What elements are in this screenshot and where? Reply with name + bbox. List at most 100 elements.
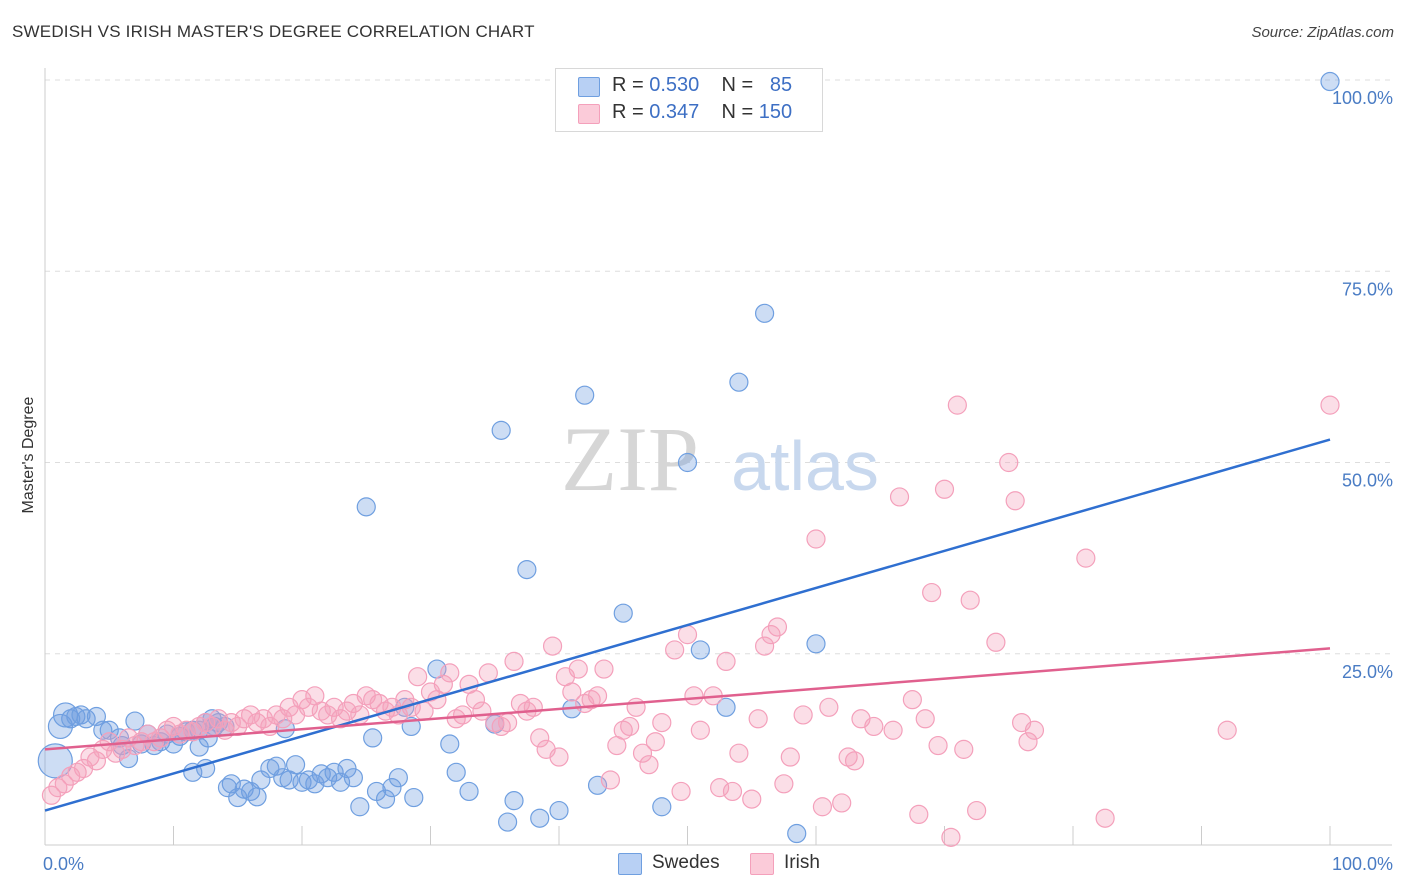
point-irish-33: [253, 709, 274, 729]
point-swedes-87: [806, 634, 826, 654]
point-swedes-75: [549, 800, 569, 821]
point-irish-71: [498, 712, 518, 733]
point-irish-31: [241, 705, 261, 725]
point-irish-127: [922, 582, 942, 603]
point-swedes-38: [247, 787, 267, 807]
point-swedes-41: [266, 756, 286, 776]
point-swedes-70: [491, 420, 511, 440]
point-irish-43: [318, 705, 338, 725]
tick-labels: 25.0% 50.0% 75.0% 100.0% 0.0% 100.0%: [43, 88, 1393, 874]
point-irish-97: [671, 781, 691, 802]
data-points: [37, 71, 1340, 847]
point-swedes-8: [93, 720, 113, 740]
point-swedes-5: [71, 705, 91, 725]
point-irish-94: [645, 732, 665, 752]
point-irish-57: [408, 667, 428, 687]
legend-r-label: R =: [612, 74, 650, 96]
point-swedes-0: [37, 743, 73, 779]
point-irish-138: [1018, 732, 1038, 752]
point-irish-7: [86, 751, 107, 771]
point-swedes-64: [404, 787, 424, 808]
point-swedes-50: [318, 768, 338, 788]
point-irish-126: [915, 709, 935, 729]
source-label: Source: ZipAtlas.com: [1251, 24, 1394, 41]
point-irish-144: [934, 479, 955, 499]
legend-swatch-irish: [578, 104, 600, 124]
point-irish-19: [163, 716, 184, 737]
point-irish-119: [844, 751, 865, 771]
point-irish-68: [478, 663, 498, 683]
point-irish-107: [748, 709, 768, 729]
point-irish-113: [793, 705, 813, 725]
legend-n-value: 150: [758, 101, 793, 123]
trend-line-swedes: [44, 438, 1331, 812]
point-irish-136: [1005, 491, 1025, 511]
point-irish-124: [902, 690, 922, 710]
point-swedes-67: [446, 762, 466, 782]
point-swedes-79: [613, 603, 633, 623]
point-swedes-72: [504, 791, 524, 811]
point-swedes-61: [388, 768, 408, 788]
chart-title: SWEDISH VS IRISH MASTER'S DEGREE CORRELA…: [12, 22, 535, 41]
legend-swatch-swedes: [578, 77, 600, 97]
point-irish-95: [652, 712, 672, 733]
watermark: ZIP atlas: [561, 408, 879, 510]
point-irish-93: [639, 755, 659, 775]
point-irish-116: [819, 697, 839, 717]
y-axis-label: Master's Degree: [20, 396, 37, 513]
x-tick-label-1: 100.0%: [1332, 854, 1393, 874]
point-irish-91: [626, 697, 646, 717]
trend-line-irish: [44, 647, 1331, 751]
point-swedes-77: [575, 385, 595, 405]
point-irish-100: [690, 720, 710, 740]
point-swedes-33: [217, 778, 238, 798]
point-irish-117: [832, 793, 852, 813]
point-irish-108: [754, 636, 775, 656]
point-swedes-88: [1320, 71, 1340, 92]
point-swedes-59: [375, 789, 396, 809]
point-irish-61: [433, 674, 453, 694]
point-irish-139: [1024, 720, 1045, 740]
bottom-legend-label-swedes: Swedes: [652, 852, 720, 873]
point-irish-131: [954, 739, 974, 759]
point-irish-72: [504, 651, 524, 672]
point-irish-86: [594, 659, 614, 679]
point-irish-125: [909, 804, 929, 825]
point-irish-0: [41, 785, 62, 805]
point-irish-17: [151, 728, 171, 748]
point-irish-96: [665, 640, 685, 660]
point-irish-40: [298, 697, 319, 717]
point-irish-135: [999, 452, 1019, 473]
point-irish-79: [549, 747, 569, 767]
point-irish-142: [1217, 720, 1237, 740]
point-irish-82: [568, 659, 588, 679]
y-tick-label-0: 25.0%: [1342, 662, 1393, 682]
point-swedes-84: [729, 372, 749, 392]
y-tick-label-1: 50.0%: [1342, 471, 1393, 491]
point-irish-109: [761, 625, 781, 645]
point-irish-111: [774, 774, 794, 794]
point-swedes-68: [459, 781, 479, 802]
point-irish-112: [780, 747, 800, 767]
point-irish-141: [1095, 808, 1115, 828]
legend-n-value: 85: [769, 74, 793, 96]
point-swedes-51: [324, 762, 344, 782]
point-irish-102: [710, 778, 730, 798]
point-irish-122: [883, 720, 903, 740]
trend-lines: [44, 438, 1331, 812]
legend-n-label: N =: [721, 74, 759, 96]
point-irish-39: [292, 690, 312, 710]
point-irish-129: [941, 827, 961, 847]
point-irish-92: [632, 743, 653, 763]
point-irish-26: [208, 709, 229, 729]
point-irish-134: [986, 632, 1006, 652]
x-tick-label-0: 0.0%: [43, 854, 84, 874]
point-swedes-13: [125, 711, 145, 731]
point-swedes-74: [530, 808, 550, 828]
point-irish-130: [947, 395, 967, 415]
point-irish-75: [523, 697, 543, 717]
point-irish-81: [562, 682, 582, 702]
point-swedes-78: [587, 775, 608, 795]
point-irish-115: [812, 797, 833, 817]
